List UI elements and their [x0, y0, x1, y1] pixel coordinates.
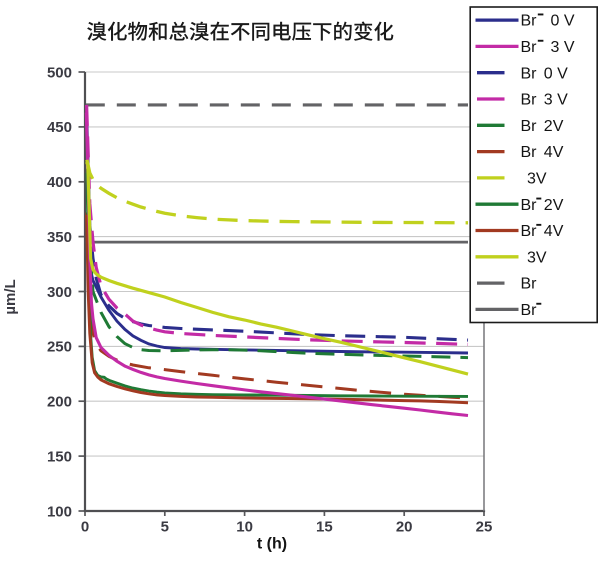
svg-text:250: 250	[47, 339, 72, 356]
svg-text:Br: Br	[521, 197, 538, 214]
svg-text:300: 300	[47, 284, 72, 301]
svg-text:100: 100	[47, 503, 72, 520]
svg-text:4V: 4V	[544, 144, 564, 161]
svg-text:150: 150	[47, 448, 72, 465]
svg-text:Br: Br	[521, 92, 538, 109]
svg-text:350: 350	[47, 229, 72, 246]
svg-text:Br: Br	[521, 302, 538, 319]
svg-text:15: 15	[316, 519, 333, 536]
svg-text:3V: 3V	[527, 171, 547, 188]
svg-text:3 V: 3 V	[551, 39, 575, 56]
svg-text:0 V: 0 V	[544, 65, 568, 82]
svg-text:4V: 4V	[544, 223, 564, 240]
svg-text:400: 400	[47, 174, 72, 191]
svg-text:Br: Br	[521, 65, 538, 82]
svg-text:25: 25	[476, 519, 493, 536]
svg-text:Br: Br	[521, 144, 538, 161]
svg-text:2V: 2V	[544, 197, 564, 214]
svg-text:500: 500	[47, 64, 72, 81]
svg-text:0 V: 0 V	[551, 13, 575, 30]
svg-text:450: 450	[47, 119, 72, 136]
svg-text:Br: Br	[521, 276, 538, 293]
svg-text:3V: 3V	[527, 249, 547, 266]
svg-text:0: 0	[81, 519, 89, 536]
svg-text:2V: 2V	[544, 118, 564, 135]
svg-text:3 V: 3 V	[544, 92, 568, 109]
svg-text:µm/L: µm/L	[2, 279, 19, 314]
svg-text:20: 20	[396, 519, 413, 536]
svg-text:200: 200	[47, 394, 72, 411]
svg-text:Br: Br	[521, 223, 538, 240]
svg-text:5: 5	[161, 519, 169, 536]
svg-text:t (h): t (h)	[257, 536, 287, 553]
svg-text:Br: Br	[521, 39, 538, 56]
svg-text:10: 10	[236, 519, 253, 536]
svg-text:Br: Br	[521, 118, 538, 135]
svg-text:Br: Br	[521, 13, 538, 30]
